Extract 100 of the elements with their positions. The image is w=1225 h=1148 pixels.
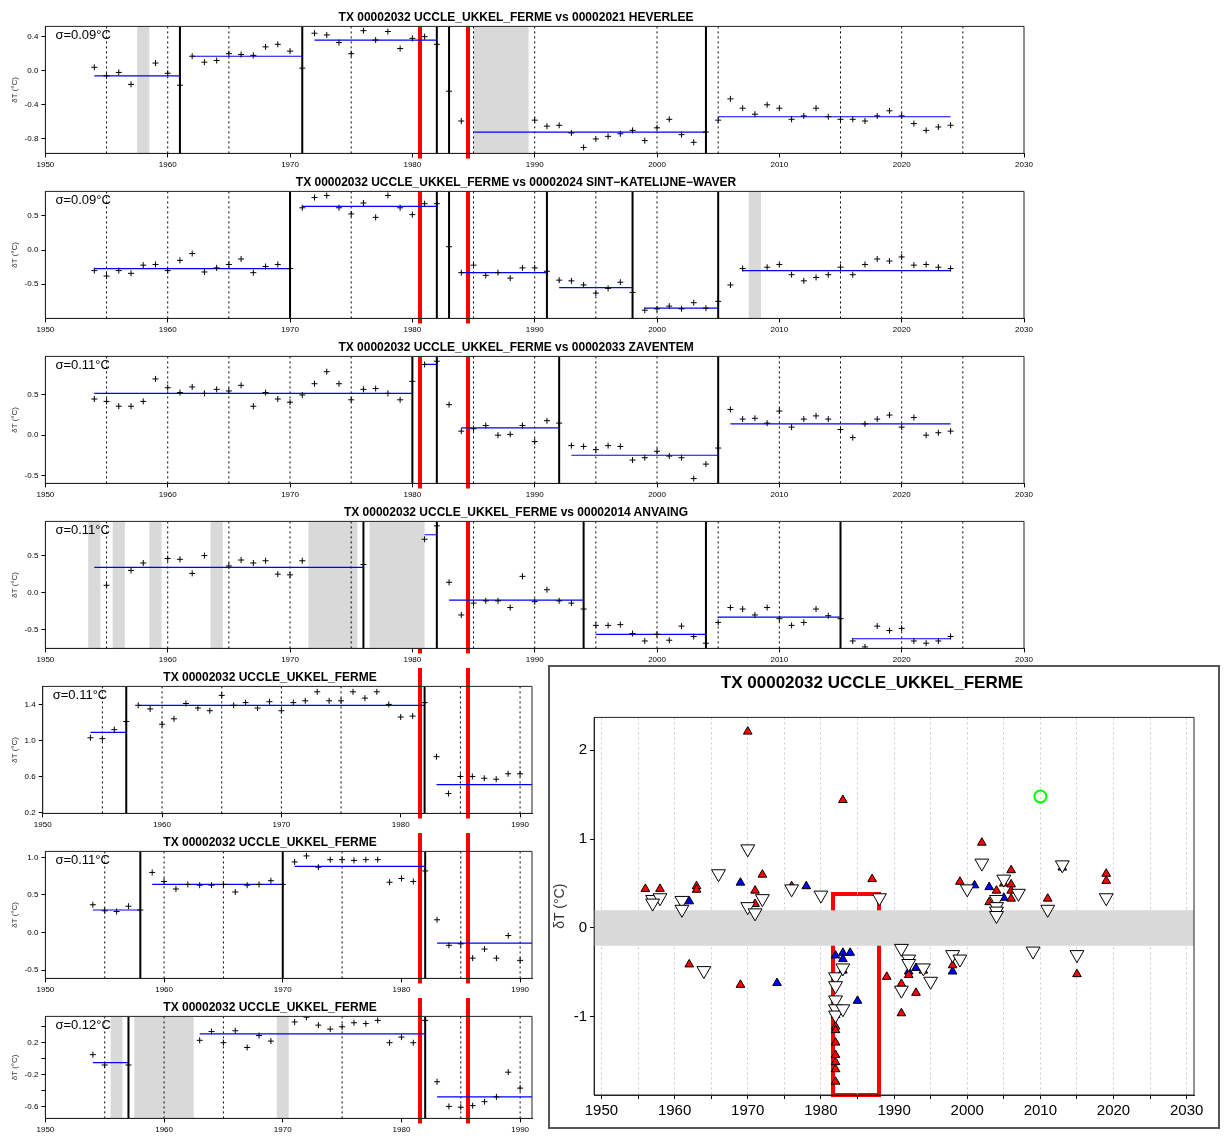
x-tick-label: 1970 [731, 1101, 765, 1119]
y-tick-label: 0.2 [27, 1037, 39, 1047]
x-tick-label: 1970 [273, 985, 293, 995]
y-tick-label: -0.5 [24, 965, 39, 975]
y-tick-label: 0.0 [27, 927, 39, 937]
x-tick-label: 2000 [648, 490, 667, 500]
x-tick-label: 1970 [281, 325, 300, 335]
chart-title: TX 00002032 UCCLE_UKKEL_FERME [163, 834, 377, 849]
x-tick-label: 2010 [770, 325, 789, 335]
x-tick-label: 1970 [272, 820, 291, 830]
y-tick-label: 0.4 [27, 31, 39, 41]
annotation: σ=0.09°C [55, 192, 111, 208]
x-tick-label: 1970 [273, 1125, 293, 1135]
x-tick-label: 1970 [281, 655, 300, 665]
y-tick-label: -0.6 [24, 1101, 39, 1111]
y-tick-label: 1.0 [24, 735, 37, 745]
x-tick-label: 1970 [281, 160, 300, 170]
x-tick-label: 1980 [403, 490, 422, 500]
chart-title: TX 00002032 UCCLE_UKKEL_FERME vs 00002024 SINT−KATELIJNE−WAVER [295, 174, 737, 189]
x-tick-label: 2020 [892, 655, 912, 665]
y-tick-label: 0.0 [27, 65, 39, 75]
x-tick-label: 1980 [391, 820, 411, 830]
y-tick-label: 0.5 [27, 211, 39, 221]
x-tick-label: 2000 [950, 1101, 984, 1119]
x-tick-label: 1950 [36, 325, 55, 335]
y-tick-label: 0.0 [27, 245, 39, 255]
y-tick-label: -0.8 [24, 134, 39, 144]
chart-title: TX 00002032 UCCLE_UKKEL_FERME [720, 672, 1024, 692]
annotation: σ=0.11°C [55, 357, 110, 373]
x-tick-label: 2000 [648, 655, 667, 665]
chart-title: TX 00002032 UCCLE_UKKEL_FERME vs 00002033 ZAVENTEM [338, 339, 694, 354]
x-tick-label: 1990 [525, 655, 545, 665]
x-tick-label: 1980 [403, 160, 422, 170]
y-tick-label: 0.0 [27, 587, 39, 597]
y-tick-label: 1 [578, 829, 588, 847]
x-tick-label: 1980 [403, 325, 422, 335]
x-tick-label: 2010 [770, 655, 789, 665]
x-tick-label: 1990 [525, 160, 545, 170]
y-tick-label: 0 [578, 918, 588, 936]
y-tick-label: 2 [578, 740, 588, 758]
y-tick-label: -0.5 [24, 470, 39, 480]
x-tick-label: 1950 [36, 985, 55, 995]
x-tick-label: 2030 [1015, 490, 1034, 500]
chart-title: TX 00002032 UCCLE_UKKEL_FERME [163, 999, 377, 1014]
x-tick-label: 2010 [1023, 1101, 1058, 1119]
x-tick-label: 1990 [511, 820, 530, 830]
y-tick-label: -0.5 [24, 625, 39, 635]
annotation: σ=0.11°C [55, 522, 110, 538]
y-axis-title: δT (°C) [10, 241, 19, 268]
y-tick-label: 0.5 [27, 550, 39, 560]
x-tick-label: 1990 [511, 1125, 530, 1135]
y-axis-title: δT (°C) [10, 571, 19, 598]
x-tick-label: 1960 [158, 325, 178, 335]
annotation: σ=0.12°C [55, 1017, 111, 1033]
y-axis-title: δT (°C) [10, 901, 19, 928]
annotation: σ=0.09°C [55, 27, 111, 43]
x-tick-label: 1960 [153, 820, 172, 830]
x-tick-label: 1960 [158, 490, 178, 500]
x-tick-label: 2020 [892, 325, 912, 335]
x-tick-label: 1990 [525, 325, 545, 335]
y-tick-label: 0.2 [24, 807, 37, 817]
y-tick-label: 1.0 [27, 852, 39, 862]
x-tick-label: 1980 [392, 985, 411, 995]
x-tick-label: 1960 [158, 160, 178, 170]
y-axis-title: δT (°C) [551, 883, 568, 929]
chart-title: TX 00002032 UCCLE_UKKEL_FERME vs 00002014 ANVAING [343, 504, 689, 519]
y-axis-title: δT (°C) [10, 736, 19, 763]
y-tick-label: -0.5 [24, 279, 39, 289]
x-tick-label: 2010 [770, 160, 789, 170]
y-axis-title: δT (°C) [10, 406, 19, 433]
x-tick-label: 1990 [877, 1101, 911, 1119]
chart-title: TX 00002032 UCCLE_UKKEL_FERME vs 00002021 HEVERLEE [338, 9, 694, 24]
x-tick-label: 1950 [36, 655, 55, 665]
x-tick-label: 2030 [1170, 1101, 1204, 1119]
x-tick-label: 1980 [392, 1125, 411, 1135]
y-tick-label: 0.5 [27, 390, 39, 400]
x-tick-label: 2030 [1015, 655, 1034, 665]
x-tick-label: 1980 [403, 655, 422, 665]
x-tick-label: 2000 [648, 160, 667, 170]
annotation: σ=0.11°C [52, 687, 108, 703]
x-tick-label: 1950 [36, 1125, 55, 1135]
x-tick-label: 1960 [657, 1101, 692, 1119]
x-tick-label: 1960 [155, 985, 174, 995]
x-tick-label: 1950 [36, 490, 55, 500]
y-tick-label: 0.0 [27, 430, 39, 440]
x-tick-label: 1960 [155, 1125, 174, 1135]
x-tick-label: 2000 [648, 325, 667, 335]
y-tick-label: -0.2 [24, 1069, 39, 1079]
x-tick-label: 1990 [525, 490, 545, 500]
y-tick-label: -0.4 [24, 100, 39, 110]
y-tick-label: 1.4 [24, 699, 37, 709]
annotation: σ=0.11°C [55, 852, 110, 868]
x-tick-label: 2020 [1096, 1101, 1131, 1119]
x-tick-label: 1980 [804, 1101, 838, 1119]
chart-title: TX 00002032 UCCLE_UKKEL_FERME [163, 669, 377, 684]
x-tick-label: 1990 [511, 985, 530, 995]
x-tick-label: 2030 [1015, 160, 1034, 170]
x-tick-label: 2020 [892, 490, 912, 500]
x-tick-label: 2020 [892, 160, 912, 170]
x-tick-label: 1960 [158, 655, 178, 665]
